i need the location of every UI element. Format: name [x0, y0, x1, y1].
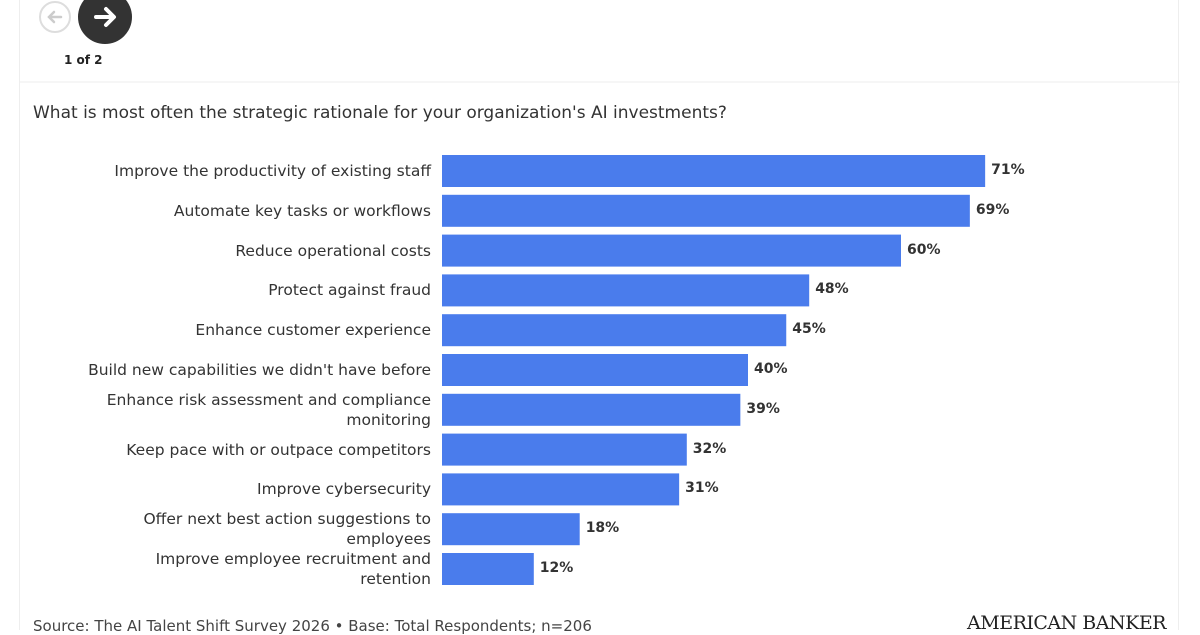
- source: Source: The AI Talent Shift Survey 2026 …: [33, 617, 592, 635]
- category-label: Improve the productivity of existing sta…: [114, 162, 431, 180]
- category-label: Improve cybersecurity: [257, 480, 431, 499]
- bar: [442, 354, 748, 386]
- category-label: Automate key tasks or workflows: [173, 201, 431, 220]
- bar: [442, 234, 901, 267]
- bar: [442, 553, 534, 585]
- value-label: 39%: [746, 400, 780, 417]
- bar: [442, 314, 787, 347]
- category-label: Reduce operational costs: [235, 241, 431, 260]
- bar: [442, 473, 680, 506]
- pager: 1 of 2: [64, 53, 103, 67]
- category-label: Build new capabilities we didn't have be…: [88, 361, 431, 379]
- category-label: Enhance risk assessment and compliance m…: [106, 390, 431, 429]
- bar: [442, 513, 580, 546]
- category-label: Offer next best action suggestions to em…: [143, 510, 431, 549]
- chart-title: What is most often the strategic rationa…: [33, 103, 727, 123]
- value-label: 48%: [815, 281, 849, 298]
- value-label: 45%: [792, 321, 826, 338]
- bar: [442, 274, 810, 307]
- bar: [442, 393, 741, 426]
- value-label: 40%: [754, 361, 788, 377]
- category-label: Keep pace with or outpace competitors: [126, 440, 431, 459]
- next-button[interactable]: [78, 0, 132, 44]
- bar: [442, 155, 986, 187]
- value-label: 18%: [585, 520, 620, 537]
- category-label: Protect against fraud: [268, 281, 431, 300]
- brand: AMERICAN BANKER: [967, 612, 1166, 634]
- bar: [442, 194, 970, 227]
- value-label: 32%: [692, 440, 727, 457]
- category-label: Enhance customer experience: [195, 321, 431, 340]
- bar: [442, 433, 687, 466]
- category-label: Improve employee recruitment and retenti…: [155, 550, 431, 588]
- value-label: 12%: [539, 560, 574, 576]
- prev-button[interactable]: [39, 1, 71, 33]
- value-label: 71%: [991, 162, 1025, 178]
- value-label: 60%: [907, 241, 941, 258]
- value-label: 31%: [685, 480, 719, 497]
- value-label: 69%: [975, 201, 1010, 218]
- frame: [19, 0, 1179, 630]
